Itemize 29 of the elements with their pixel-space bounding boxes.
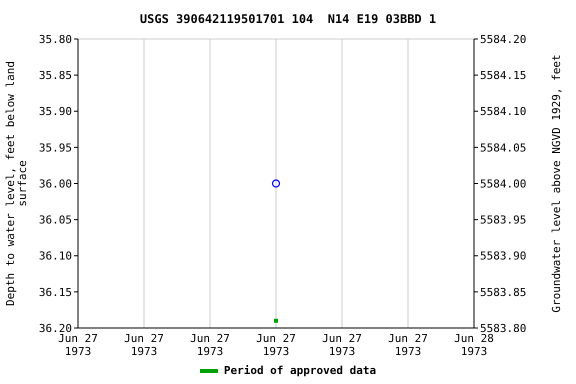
y2-tick-label: 5583.85 <box>480 286 526 299</box>
y2-tick-label: 5583.90 <box>480 250 526 263</box>
x-tick-label: Jun 28 1973 <box>454 332 494 358</box>
y-tick-label: 36.20 <box>38 322 72 335</box>
legend-label: Period of approved data <box>224 364 376 377</box>
y2-tick-label: 5584.05 <box>480 141 526 154</box>
y-tick-label: 36.00 <box>38 177 72 190</box>
y2-tick-label: 5584.00 <box>480 177 526 190</box>
x-tick-label: Jun 27 1973 <box>58 332 98 358</box>
y-tick-label: 35.95 <box>38 141 72 154</box>
y-tick-label: 35.85 <box>38 69 72 82</box>
x-tick-label: Jun 27 1973 <box>124 332 164 358</box>
x-tick-label: Jun 27 1973 <box>388 332 428 358</box>
y-tick-label: 35.80 <box>38 32 72 46</box>
y2-tick-label: 5584.10 <box>480 105 526 118</box>
y2-axis-title: Groundwater level above NGVD 1929, feet <box>550 54 563 313</box>
x-tick-label: Jun 27 1973 <box>322 332 362 358</box>
y2-tick-label: 5583.95 <box>480 214 526 227</box>
y-tick-label: 36.05 <box>38 214 72 227</box>
y-tick-label: 35.90 <box>38 105 72 118</box>
y-tick-label: 36.10 <box>38 250 72 263</box>
x-tick-label: Jun 27 1973 <box>190 332 230 358</box>
chart-title: USGS 390642119501701 104 N14 E19 03BBD 1 <box>138 12 438 26</box>
y-axis-title: Depth to water level, feet below land surface <box>4 60 29 306</box>
x-tick-label: Jun 27 1973 <box>256 332 296 358</box>
y2-tick-label: 5584.20 <box>480 32 526 46</box>
y-tick-label: 36.15 <box>38 286 72 299</box>
y2-tick-label: 5584.15 <box>480 69 526 82</box>
y2-tick-label: 5583.80 <box>480 322 526 335</box>
